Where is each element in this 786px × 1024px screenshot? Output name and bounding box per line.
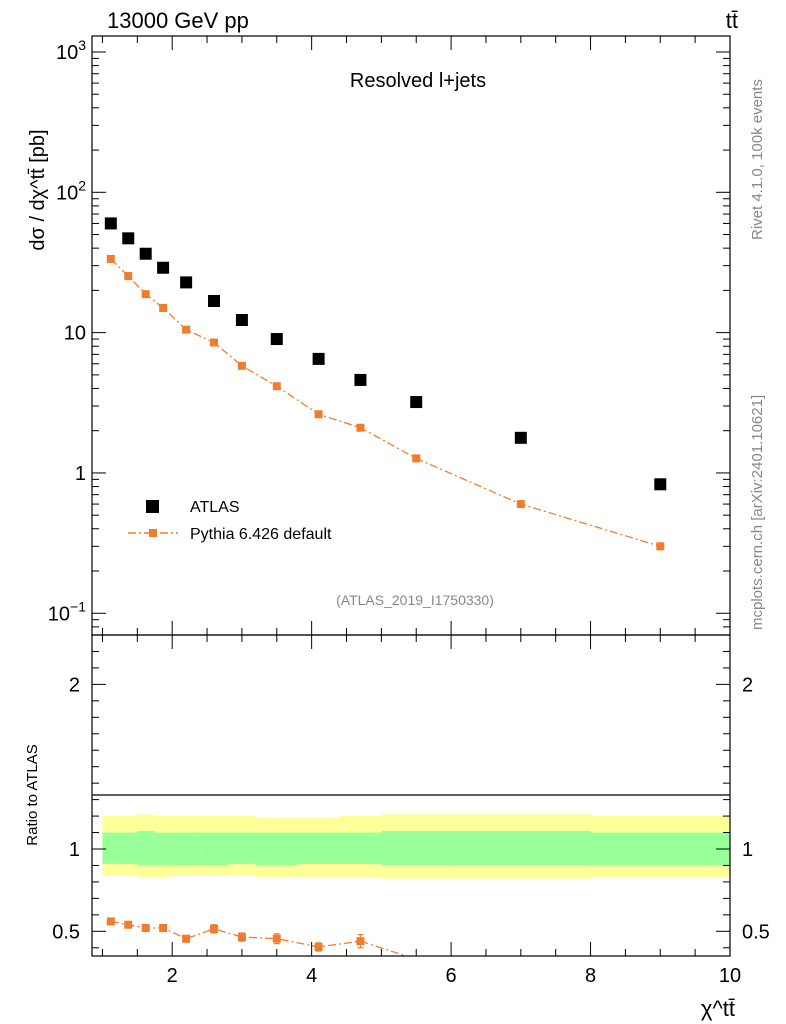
pythia-point (210, 338, 219, 347)
ratio-frame (91, 634, 731, 957)
ratio-y-tick-label-left: 1 (69, 839, 80, 861)
ratio-data-marks (106, 917, 407, 957)
ratio-point (237, 933, 246, 942)
pythia-point (182, 325, 191, 334)
band-inner-segment (451, 830, 592, 866)
legend-label-atlas: ATLAS (190, 499, 240, 516)
atlas-point (180, 276, 193, 289)
atlas-point (235, 314, 248, 327)
pythia-point (656, 542, 665, 551)
legend-label-pythia: Pythia 6.426 default (190, 526, 332, 543)
band-inner-segment (200, 832, 229, 866)
main-panel: Resolved l+jets (ATLAS_2019_I1750330) dσ… (27, 35, 731, 636)
ratio-point (314, 942, 323, 951)
pythia-point (106, 254, 115, 263)
band-inner-segment (381, 830, 452, 866)
pythia-point (159, 303, 168, 312)
atlas-point (104, 217, 117, 230)
atlas-point (122, 232, 135, 245)
atlas-point (208, 295, 221, 308)
band-inner-segment (255, 832, 299, 866)
atlas-point (157, 261, 170, 274)
mcplots-label: mcplots.cern.ch [arXiv:2401.10621] (749, 395, 766, 630)
x-tick-label: 8 (585, 965, 596, 987)
ratio-y-tick-label-right: 1 (742, 839, 753, 861)
ratio-point (141, 924, 150, 933)
ratio-line-tail (360, 940, 407, 957)
pythia-point (412, 454, 421, 463)
x-tick-label: 4 (306, 965, 317, 987)
main-y-tick-label: 102 (56, 177, 86, 204)
ratio-panel: 0.5 0.5 1 1 2 2 2 4 6 8 10 Ratio to ATLAS χ^tt̄ (24, 634, 770, 1021)
energy-label: 13000 GeV pp (107, 8, 249, 33)
ratio-line (110, 920, 361, 948)
pythia-point (356, 423, 365, 432)
x-tick-label: 2 (167, 965, 178, 987)
pythia-point (124, 272, 133, 281)
x-tick-label: 10 (719, 965, 741, 987)
x-tick-label: 6 (446, 965, 457, 987)
ratio-y-tick-label-right: 0.5 (742, 921, 770, 943)
legend-marker-atlas (146, 500, 159, 513)
band-inner-segment (590, 832, 731, 866)
atlas-point (654, 478, 667, 491)
ratio-point (106, 917, 115, 926)
ratio-point (159, 924, 168, 933)
main-frame (91, 35, 731, 636)
band-inner-segment (297, 832, 341, 864)
analysis-watermark: (ATLAS_2019_I1750330) (336, 592, 494, 608)
band-inner-segment (227, 832, 257, 864)
x-axis-label: χ^tt̄ (701, 996, 735, 1021)
ratio-y-tick-label-left: 2 (69, 674, 80, 696)
ratio-point (182, 934, 191, 943)
band-inner-segment (154, 832, 173, 866)
band-inner-segment (137, 830, 156, 866)
atlas-point (354, 373, 367, 386)
main-y-tick-label: 103 (56, 37, 86, 64)
pythia-point (314, 410, 323, 419)
ratio-y-axis-label: Ratio to ATLAS (24, 744, 41, 845)
band-inner-segment (119, 832, 138, 864)
legend-marker-pythia (149, 529, 157, 537)
ratio-y-tick-label-left: 0.5 (52, 921, 80, 943)
ratio-uncertainty-band (102, 814, 731, 879)
ratio-point (124, 920, 133, 929)
main-y-tick-label: 10−1 (48, 598, 86, 625)
main-data-marks (104, 217, 667, 551)
main-y-tick-label: 10 (64, 323, 86, 345)
main-title: Resolved l+jets (350, 70, 486, 92)
band-inner-segment (339, 832, 382, 864)
band-inner-segment (102, 832, 121, 864)
rivet-label: Rivet 4.1.0, 100k events (749, 79, 766, 240)
pythia-point (237, 361, 246, 370)
atlas-point (410, 396, 423, 409)
main-y-tick-label: 1 (75, 463, 86, 485)
process-label: tt̄ (726, 8, 738, 33)
ratio-point (210, 924, 219, 933)
pythia-point (516, 500, 525, 509)
atlas-point (514, 431, 527, 444)
ratio-point (272, 934, 281, 943)
atlas-point (270, 333, 283, 346)
legend: ATLAS Pythia 6.426 default (128, 499, 332, 543)
ratio-y-tick-label-right: 2 (742, 674, 753, 696)
ratio-ticks: 0.5 0.5 1 1 2 2 2 4 6 8 10 (52, 635, 770, 987)
pythia-point (272, 382, 281, 391)
ratio-point (356, 937, 365, 946)
band-inner-segment (172, 832, 201, 866)
atlas-point (139, 247, 152, 260)
main-y-axis-label: dσ / dχ^tt̄ [pb] (27, 129, 49, 250)
atlas-point (312, 352, 325, 365)
pythia-point (141, 290, 150, 299)
